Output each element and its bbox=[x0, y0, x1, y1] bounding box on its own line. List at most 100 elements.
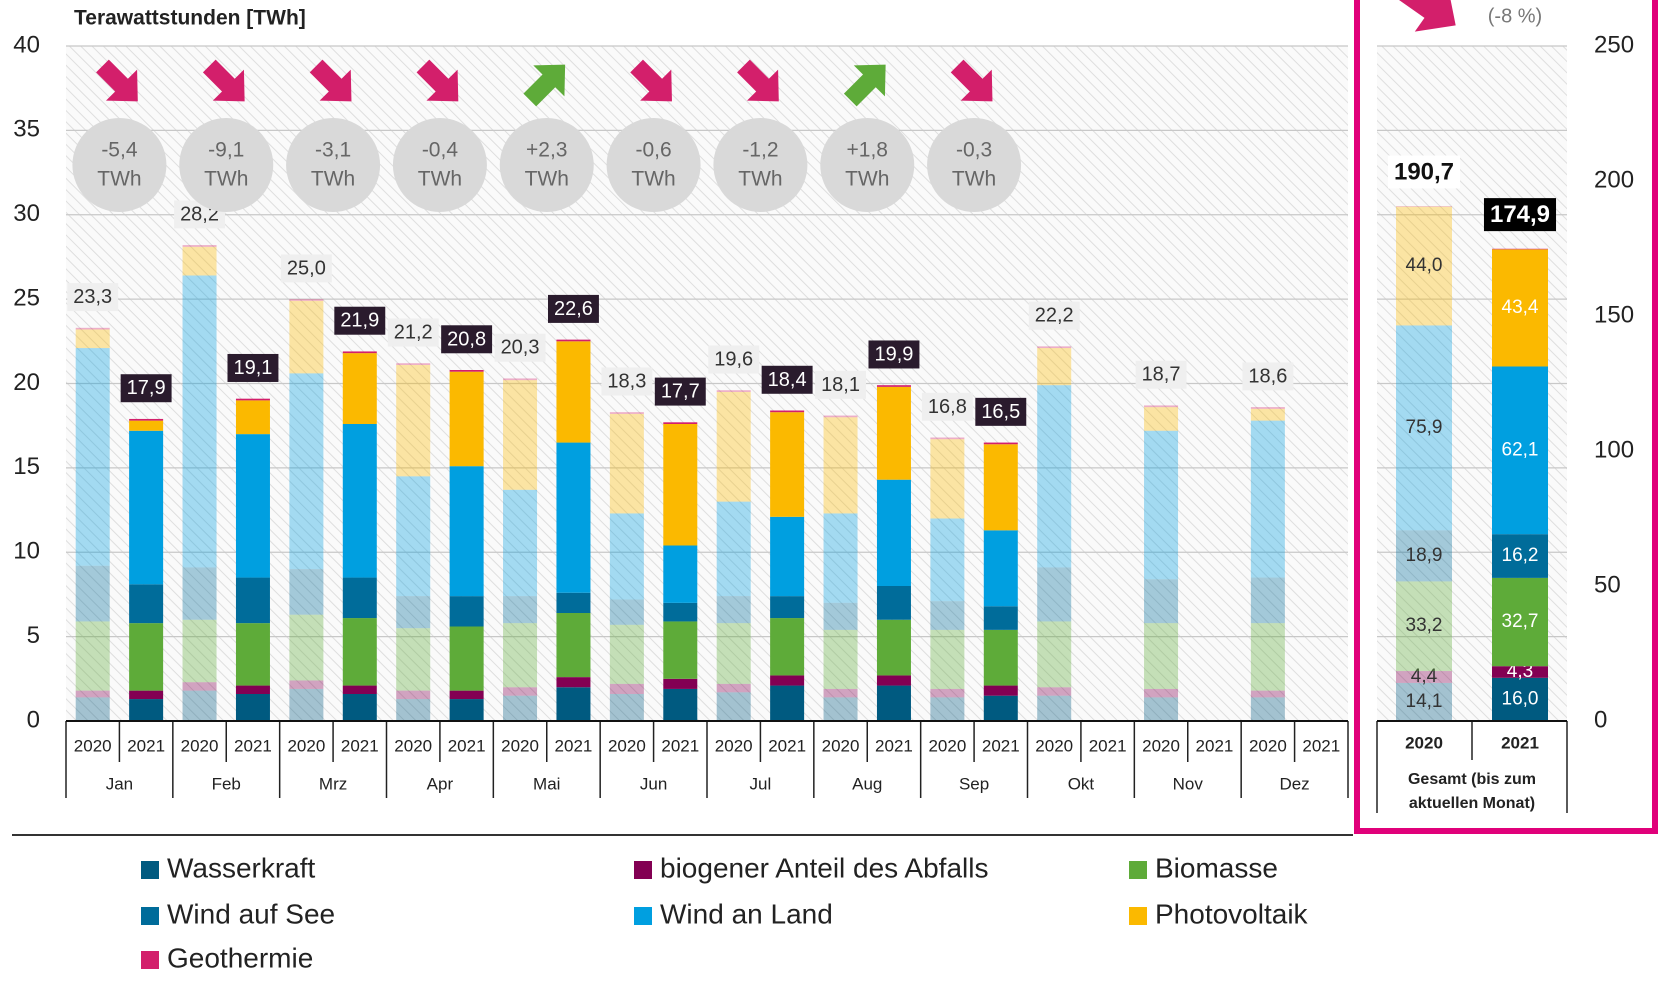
bar-segment bbox=[289, 300, 324, 374]
x-tick-label: 2020 bbox=[74, 736, 112, 755]
total-group-label: Gesamt (bis zum aktuellen Monat) bbox=[1408, 771, 1536, 812]
bar-segment bbox=[770, 675, 805, 686]
y-tick-label: 5 bbox=[27, 622, 40, 649]
bar-segment bbox=[876, 586, 911, 620]
group-label: Nov bbox=[1173, 774, 1204, 793]
bar-segment bbox=[609, 413, 644, 514]
bar-segment bbox=[556, 613, 591, 678]
bar-segment bbox=[1037, 348, 1072, 386]
total-label-box bbox=[975, 397, 1027, 426]
legend-swatch bbox=[141, 907, 159, 925]
change-bubble bbox=[820, 118, 915, 212]
x-tick-label: 2020 bbox=[1035, 736, 1073, 755]
bar-segment bbox=[663, 688, 698, 721]
bar-segment bbox=[770, 412, 805, 517]
legend-swatch bbox=[141, 951, 159, 969]
group-label: Jan bbox=[106, 774, 133, 793]
bar-segment bbox=[503, 687, 538, 696]
bar-segment bbox=[876, 685, 911, 721]
bar-segment bbox=[876, 479, 911, 586]
segment-label: 62,1 bbox=[1502, 439, 1539, 460]
x-tick-label: 2021 bbox=[1089, 736, 1127, 755]
y-tick-label: 10 bbox=[13, 538, 40, 565]
bar-segment bbox=[1250, 690, 1285, 698]
change-bubble bbox=[179, 118, 274, 212]
bar-segment bbox=[983, 629, 1018, 686]
y-tick-label: 30 bbox=[13, 200, 40, 227]
change-bubble bbox=[286, 118, 381, 212]
total-label-box bbox=[547, 294, 599, 323]
bar-segment bbox=[876, 386, 911, 480]
bar-segment bbox=[983, 695, 1018, 721]
bar-segment bbox=[235, 694, 270, 721]
change-unit: TWh bbox=[311, 168, 355, 191]
bar-segment bbox=[129, 690, 164, 700]
total-label-box bbox=[280, 254, 332, 283]
bar-segment bbox=[823, 688, 858, 698]
bar-segment bbox=[289, 299, 324, 301]
bar-segment bbox=[716, 683, 751, 693]
y-tick-label: 20 bbox=[13, 369, 40, 396]
segment-label: 43,4 bbox=[1502, 297, 1539, 318]
legend-swatch bbox=[141, 861, 159, 879]
group-label: Jun bbox=[640, 774, 667, 793]
total-bar-segment bbox=[1396, 206, 1452, 326]
bar-segment bbox=[770, 516, 805, 597]
bar-segment bbox=[75, 690, 110, 698]
bar-segment bbox=[449, 596, 484, 627]
y-tick-label: 40 bbox=[13, 31, 40, 58]
bar-segment bbox=[342, 618, 377, 686]
total-bar-segment bbox=[1492, 366, 1548, 535]
total-bar-segment bbox=[1492, 666, 1548, 678]
bar-segment bbox=[609, 513, 644, 600]
x-tick-label: 2020 bbox=[287, 736, 325, 755]
total-label: 23,3 bbox=[73, 286, 112, 308]
total-bar-segment bbox=[1492, 249, 1548, 367]
bar-segment bbox=[609, 683, 644, 694]
total-sum-label: 190,7 bbox=[1394, 158, 1454, 185]
bar-segment bbox=[235, 577, 270, 624]
bar-segment bbox=[716, 390, 751, 392]
x-tick-label: 2021 bbox=[875, 736, 913, 755]
y-tick-label: 25 bbox=[13, 284, 40, 311]
bar-segment bbox=[609, 412, 644, 414]
bar-segment bbox=[770, 685, 805, 721]
group-label: Jul bbox=[750, 774, 772, 793]
change-bubble bbox=[72, 118, 167, 212]
total-bar-segment bbox=[1492, 677, 1548, 721]
total-sum-label-box bbox=[1387, 155, 1461, 189]
bar-segment bbox=[396, 628, 431, 691]
total-label: 20,8 bbox=[447, 328, 486, 350]
bar-segment bbox=[75, 329, 110, 349]
bar-segment bbox=[930, 688, 965, 698]
bar-segment bbox=[930, 629, 965, 689]
legend-swatch bbox=[634, 907, 652, 925]
total-change-label: (-8 %) bbox=[1488, 5, 1542, 27]
legend-label: Geothermie bbox=[167, 942, 313, 973]
change-unit: TWh bbox=[631, 168, 675, 191]
bar-segment bbox=[1250, 577, 1285, 624]
bar-segment bbox=[129, 430, 164, 585]
total-label: 16,5 bbox=[981, 401, 1020, 423]
change-arrow bbox=[737, 59, 779, 102]
change-arrow bbox=[309, 59, 352, 102]
bar-segment bbox=[823, 629, 858, 689]
segment-label: 32,7 bbox=[1502, 611, 1539, 632]
bar-segment bbox=[75, 348, 110, 566]
total-label: 25,0 bbox=[287, 257, 326, 279]
x-tick-label: 2021 bbox=[1196, 736, 1234, 755]
bar-segment bbox=[235, 434, 270, 578]
total-label: 19,9 bbox=[874, 343, 913, 365]
bar-segment bbox=[449, 371, 484, 467]
legend-label: Biomasse bbox=[1155, 852, 1278, 883]
change-label: +1,8 bbox=[847, 139, 888, 162]
total-bar-segment bbox=[1396, 325, 1452, 531]
bar-segment bbox=[823, 513, 858, 603]
change-label: +2,3 bbox=[526, 139, 567, 162]
bar-segment bbox=[1144, 407, 1179, 431]
x-tick-label: 2021 bbox=[448, 736, 486, 755]
y2-tick-label: 200 bbox=[1594, 166, 1634, 193]
bar-segment bbox=[1144, 697, 1179, 721]
bar-segment bbox=[983, 442, 1018, 445]
